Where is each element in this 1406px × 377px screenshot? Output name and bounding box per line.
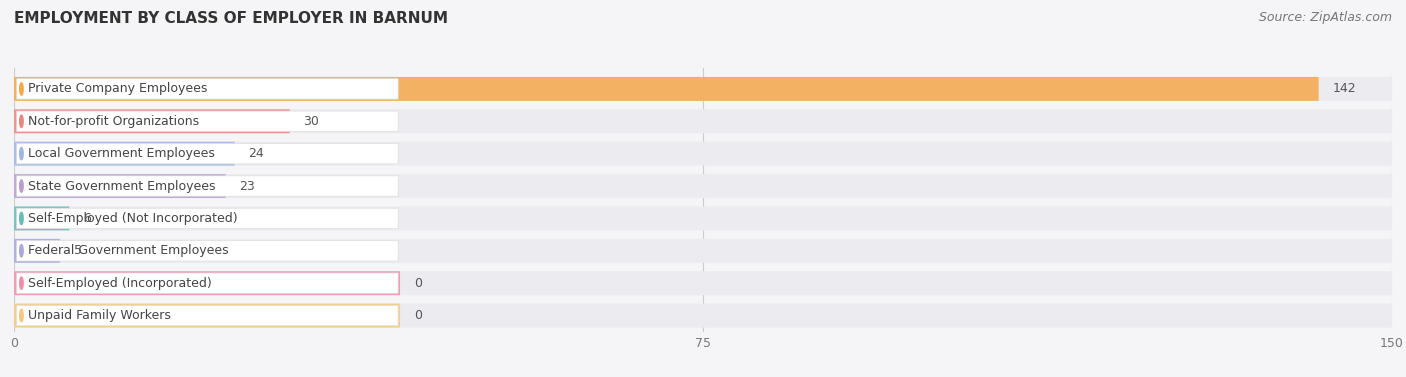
Text: 24: 24 (249, 147, 264, 160)
Text: EMPLOYMENT BY CLASS OF EMPLOYER IN BARNUM: EMPLOYMENT BY CLASS OF EMPLOYER IN BARNU… (14, 11, 449, 26)
Text: 0: 0 (413, 277, 422, 290)
Text: 6: 6 (83, 212, 91, 225)
Text: 142: 142 (1333, 83, 1355, 95)
FancyBboxPatch shape (14, 207, 69, 230)
FancyBboxPatch shape (14, 239, 60, 263)
Text: State Government Employees: State Government Employees (28, 179, 215, 193)
FancyBboxPatch shape (14, 142, 1392, 166)
FancyBboxPatch shape (14, 207, 1392, 230)
Circle shape (20, 245, 22, 257)
Text: Not-for-profit Organizations: Not-for-profit Organizations (28, 115, 200, 128)
Text: Private Company Employees: Private Company Employees (28, 83, 207, 95)
Text: 0: 0 (413, 309, 422, 322)
FancyBboxPatch shape (17, 208, 398, 228)
FancyBboxPatch shape (14, 174, 1392, 198)
FancyBboxPatch shape (14, 142, 235, 166)
Text: Self-Employed (Not Incorporated): Self-Employed (Not Incorporated) (28, 212, 238, 225)
Circle shape (20, 212, 22, 225)
Circle shape (20, 277, 22, 289)
Circle shape (20, 180, 22, 192)
FancyBboxPatch shape (14, 174, 225, 198)
FancyBboxPatch shape (14, 109, 290, 133)
Circle shape (20, 310, 22, 322)
Text: Local Government Employees: Local Government Employees (28, 147, 215, 160)
Text: Source: ZipAtlas.com: Source: ZipAtlas.com (1258, 11, 1392, 24)
Text: 30: 30 (304, 115, 319, 128)
FancyBboxPatch shape (14, 77, 1319, 101)
FancyBboxPatch shape (14, 109, 1392, 133)
FancyBboxPatch shape (17, 79, 398, 99)
FancyBboxPatch shape (17, 111, 398, 132)
FancyBboxPatch shape (17, 144, 398, 164)
FancyBboxPatch shape (17, 176, 398, 196)
Text: Unpaid Family Workers: Unpaid Family Workers (28, 309, 170, 322)
Circle shape (20, 83, 22, 95)
FancyBboxPatch shape (17, 241, 398, 261)
Circle shape (20, 147, 22, 160)
Text: 5: 5 (73, 244, 82, 257)
FancyBboxPatch shape (14, 77, 1392, 101)
FancyBboxPatch shape (17, 305, 398, 326)
FancyBboxPatch shape (14, 271, 1392, 295)
Circle shape (20, 115, 22, 127)
FancyBboxPatch shape (14, 239, 1392, 263)
FancyBboxPatch shape (17, 273, 398, 293)
FancyBboxPatch shape (14, 303, 1392, 328)
Text: 23: 23 (239, 179, 254, 193)
FancyBboxPatch shape (14, 303, 401, 328)
Text: Federal Government Employees: Federal Government Employees (28, 244, 228, 257)
FancyBboxPatch shape (14, 271, 401, 295)
Text: Self-Employed (Incorporated): Self-Employed (Incorporated) (28, 277, 211, 290)
